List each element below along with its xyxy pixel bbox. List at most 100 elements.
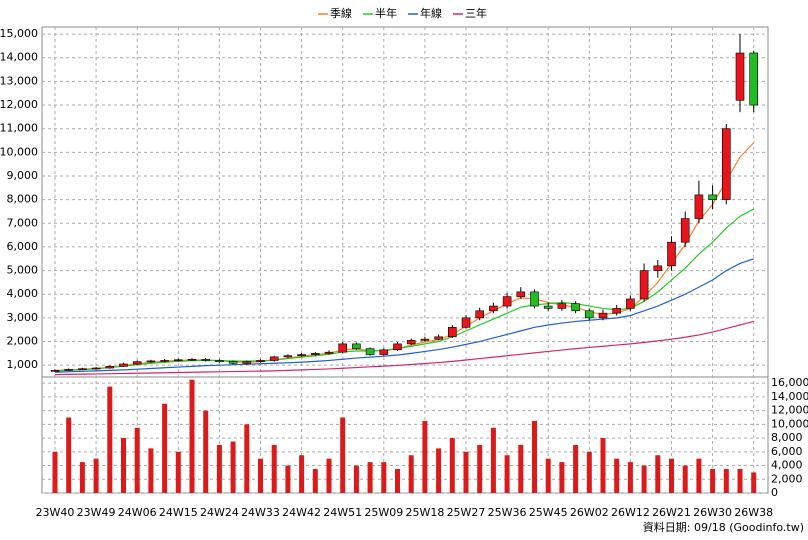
volume-bar — [271, 444, 277, 493]
candle-body — [626, 298, 635, 309]
volume-bar — [395, 468, 400, 493]
x-tick-label: 24W24 — [200, 506, 239, 519]
volume-bar — [175, 451, 181, 493]
ma-line — [54, 142, 755, 371]
volume-bar — [490, 427, 496, 493]
volume-bar — [614, 458, 620, 493]
candle-body — [160, 360, 169, 362]
candle-body — [50, 370, 60, 372]
volume-bar — [230, 441, 236, 493]
candle-body — [64, 369, 73, 371]
candle-body — [735, 52, 745, 101]
y2-tick-label: 16,000 — [771, 376, 808, 389]
candle-body — [352, 343, 361, 349]
volume-bar — [216, 444, 222, 493]
volume-bar — [751, 472, 757, 493]
x-tick-label: 26W38 — [734, 506, 773, 519]
y2-tick-label: 6,000 — [771, 445, 803, 458]
volume-bar — [408, 455, 414, 493]
candle-body — [174, 359, 183, 362]
volume-bar — [367, 462, 373, 493]
volume-bar — [600, 438, 606, 493]
volume-bar — [107, 386, 113, 493]
candle-body — [667, 241, 676, 267]
candle-body — [393, 343, 402, 351]
candle-body — [612, 308, 622, 314]
candle-body — [502, 296, 512, 307]
candle-body — [530, 291, 539, 307]
y2-tick-label: 10,000 — [771, 417, 808, 430]
volume-bar — [436, 448, 442, 493]
volume-bar — [148, 448, 154, 493]
y2-tick-label: 8,000 — [771, 431, 803, 444]
legend-label: 三年 — [465, 6, 487, 20]
candle-body — [338, 343, 348, 353]
candle-body — [680, 218, 690, 243]
x-tick-label: 26W21 — [652, 506, 691, 519]
y-tick-label: 15,000 — [0, 27, 38, 40]
footer: 資料日期: 09/18 (Goodinfo.tw) — [643, 520, 804, 534]
y-tick-label: 12,000 — [0, 98, 38, 111]
y2-tick-label: 12,000 — [771, 404, 808, 417]
candle-body — [406, 340, 416, 345]
candle-body — [639, 270, 649, 300]
volume-bar — [162, 403, 168, 493]
volume-bar — [586, 451, 592, 493]
candle-body — [434, 336, 443, 340]
y-tick-label: 11,000 — [0, 122, 38, 135]
volume-bar — [545, 458, 551, 493]
legend-label: 季線 — [330, 6, 352, 20]
volume-bar — [723, 468, 729, 493]
candle-body — [119, 363, 128, 367]
volume-bar — [244, 424, 250, 493]
x-tick-label: 24W51 — [323, 506, 362, 519]
volume-bar — [79, 462, 85, 493]
volume-bar — [532, 420, 537, 493]
volume-bar — [121, 438, 126, 493]
volume-bar — [66, 417, 72, 493]
volume-bar — [573, 444, 579, 493]
x-tick-label: 25W45 — [529, 506, 568, 519]
y-tick-label: 13,000 — [0, 74, 38, 87]
x-tick-label: 25W09 — [364, 506, 403, 519]
volume-bar — [326, 458, 332, 493]
y-tick-label: 14,000 — [0, 51, 38, 64]
candle-body — [242, 361, 252, 364]
volume-bar — [340, 417, 346, 493]
ma-line — [54, 208, 754, 372]
candle-body — [461, 317, 471, 328]
x-tick-label: 25W27 — [447, 506, 486, 519]
candle-body — [489, 305, 498, 312]
candle-body — [447, 327, 457, 338]
volume-bar — [696, 458, 702, 493]
volume-bar — [258, 458, 263, 493]
volume-bar — [682, 465, 688, 493]
candle-body — [78, 368, 87, 371]
candle-body — [256, 360, 265, 362]
price-frame — [41, 26, 769, 378]
volume-bar — [655, 455, 661, 493]
x-tick-label: 23W40 — [36, 506, 75, 519]
volume-bar — [627, 462, 633, 493]
volume-bar — [504, 455, 510, 493]
x-tick-label: 26W30 — [693, 506, 732, 519]
x-tick-label: 25W36 — [488, 506, 527, 519]
volume-bar — [299, 455, 305, 493]
volume-bar — [559, 462, 565, 493]
candle-body — [475, 310, 485, 319]
legend-label: 年線 — [420, 6, 442, 20]
candle-body — [283, 355, 293, 358]
candle-body — [215, 360, 224, 362]
x-tick-label: 25W18 — [405, 506, 444, 519]
y2-tick-label: 2,000 — [771, 472, 803, 485]
y-tick-label: 9,000 — [7, 169, 39, 182]
x-tick-label: 24W15 — [159, 506, 198, 519]
candle-body — [516, 291, 526, 297]
candle-body — [297, 354, 306, 357]
volume-bar — [477, 444, 483, 493]
volume-bar — [52, 451, 58, 493]
volume-bar — [737, 468, 743, 493]
candle-body — [420, 338, 430, 341]
x-tick-label: 24W06 — [118, 506, 157, 519]
